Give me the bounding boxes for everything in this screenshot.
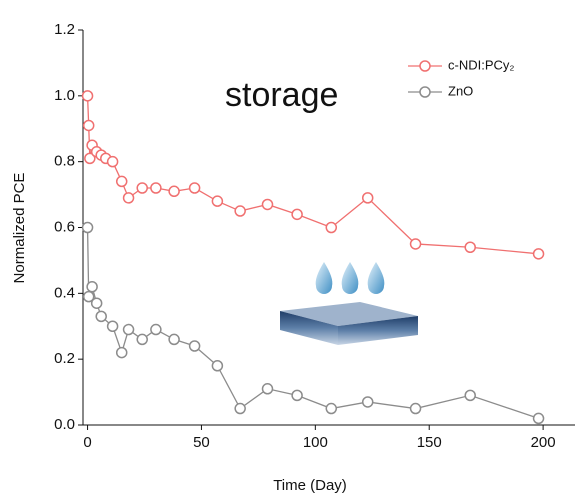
x-axis-label: Time (Day) bbox=[273, 477, 347, 494]
y-tick-label: 0.4 bbox=[54, 284, 75, 301]
data-point bbox=[292, 390, 302, 400]
data-point bbox=[465, 242, 475, 252]
data-point bbox=[534, 413, 544, 423]
data-point bbox=[411, 239, 421, 249]
data-point bbox=[292, 209, 302, 219]
data-point bbox=[137, 183, 147, 193]
legend-marker bbox=[420, 61, 430, 71]
x-tick-label: 50 bbox=[193, 434, 210, 451]
data-point bbox=[363, 193, 373, 203]
data-point bbox=[534, 249, 544, 259]
data-point bbox=[124, 325, 134, 335]
series-line bbox=[88, 96, 539, 254]
y-tick-label: 0.2 bbox=[54, 350, 75, 367]
data-point bbox=[117, 348, 127, 358]
data-point bbox=[83, 223, 93, 233]
x-tick-label: 150 bbox=[417, 434, 442, 451]
y-tick-label: 1.0 bbox=[54, 87, 75, 104]
data-point bbox=[96, 311, 106, 321]
y-tick-label: 0.8 bbox=[54, 153, 75, 170]
legend-label: c-NDI:PCy₂ bbox=[448, 57, 514, 72]
legend-label: ZnO bbox=[448, 83, 473, 98]
data-point bbox=[326, 404, 336, 414]
y-tick-label: 0.0 bbox=[54, 416, 75, 433]
x-tick-label: 200 bbox=[531, 434, 556, 451]
data-point bbox=[117, 176, 127, 186]
data-point bbox=[83, 91, 93, 101]
data-point bbox=[235, 206, 245, 216]
annotation: storage bbox=[225, 76, 338, 114]
data-point bbox=[190, 183, 200, 193]
page: Time (Day) Normalized PCE storage 0.0 0.2… bbox=[0, 0, 584, 497]
data-point bbox=[151, 325, 161, 335]
data-point bbox=[108, 321, 118, 331]
x-tick-label: 0 bbox=[83, 434, 91, 451]
data-point bbox=[411, 404, 421, 414]
data-point bbox=[169, 186, 179, 196]
y-tick-label: 1.2 bbox=[54, 21, 75, 38]
y-tick-label: 0.6 bbox=[54, 218, 75, 235]
data-point bbox=[212, 196, 222, 206]
illustration bbox=[280, 262, 418, 345]
x-tick-label: 100 bbox=[303, 434, 328, 451]
data-point bbox=[108, 157, 118, 167]
data-point bbox=[92, 298, 102, 308]
data-point bbox=[190, 341, 200, 351]
legend-marker bbox=[420, 87, 430, 97]
data-point bbox=[137, 334, 147, 344]
data-point bbox=[169, 334, 179, 344]
data-point bbox=[212, 361, 222, 371]
data-point bbox=[263, 384, 273, 394]
data-point bbox=[326, 223, 336, 233]
data-point bbox=[151, 183, 161, 193]
data-point bbox=[465, 390, 475, 400]
y-axis-label: Normalized PCE bbox=[11, 173, 28, 284]
data-point bbox=[235, 404, 245, 414]
data-point bbox=[84, 120, 94, 130]
data-point bbox=[124, 193, 134, 203]
data-point bbox=[263, 199, 273, 209]
data-point bbox=[87, 282, 97, 292]
chart: Time (Day) Normalized PCE storage 0.0 0.2… bbox=[0, 0, 584, 497]
data-point bbox=[363, 397, 373, 407]
